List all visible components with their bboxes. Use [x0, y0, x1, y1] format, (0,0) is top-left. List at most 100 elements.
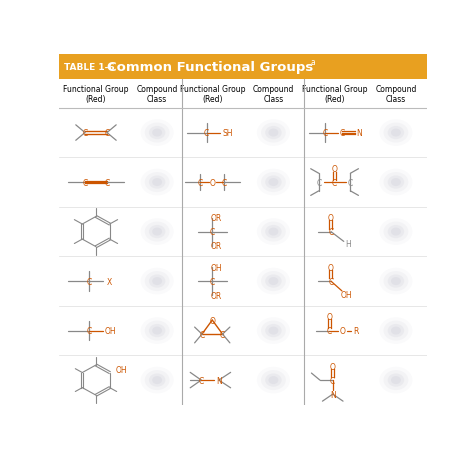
- Ellipse shape: [149, 225, 165, 239]
- Text: OH: OH: [116, 365, 128, 374]
- Ellipse shape: [265, 374, 282, 387]
- Ellipse shape: [257, 318, 290, 344]
- Ellipse shape: [261, 172, 286, 192]
- Ellipse shape: [265, 126, 282, 140]
- Text: C: C: [220, 330, 225, 339]
- Text: Functional Group
(Red): Functional Group (Red): [63, 85, 129, 104]
- Ellipse shape: [388, 176, 404, 189]
- Text: C: C: [200, 330, 205, 339]
- Text: O: O: [210, 178, 215, 187]
- Ellipse shape: [257, 367, 290, 394]
- Ellipse shape: [388, 126, 404, 140]
- Ellipse shape: [391, 129, 401, 137]
- Ellipse shape: [141, 120, 173, 147]
- Text: O: O: [340, 326, 346, 335]
- Ellipse shape: [145, 272, 170, 292]
- Text: C: C: [87, 277, 92, 286]
- Ellipse shape: [145, 172, 170, 192]
- Ellipse shape: [149, 374, 165, 387]
- Ellipse shape: [141, 219, 173, 245]
- Text: OH: OH: [211, 263, 222, 272]
- Ellipse shape: [388, 324, 404, 338]
- Ellipse shape: [379, 120, 412, 147]
- Text: C: C: [330, 376, 336, 385]
- Ellipse shape: [268, 376, 278, 384]
- Text: C: C: [222, 178, 227, 187]
- FancyBboxPatch shape: [59, 55, 427, 80]
- Ellipse shape: [141, 367, 173, 394]
- Ellipse shape: [379, 219, 412, 245]
- Ellipse shape: [152, 228, 162, 236]
- Text: O: O: [328, 263, 334, 272]
- Ellipse shape: [149, 126, 165, 140]
- Ellipse shape: [391, 278, 401, 285]
- Ellipse shape: [265, 225, 282, 239]
- Text: TABLE 1-6: TABLE 1-6: [64, 63, 114, 72]
- Ellipse shape: [261, 123, 286, 143]
- Text: C: C: [332, 178, 337, 187]
- Ellipse shape: [261, 222, 286, 242]
- Ellipse shape: [383, 222, 408, 242]
- Ellipse shape: [145, 222, 170, 242]
- Ellipse shape: [379, 367, 412, 394]
- Text: O: O: [332, 165, 337, 174]
- Text: Compound
Class: Compound Class: [375, 85, 417, 104]
- Text: Compound
Class: Compound Class: [137, 85, 178, 104]
- Ellipse shape: [391, 327, 401, 335]
- Ellipse shape: [261, 321, 286, 341]
- Ellipse shape: [257, 120, 290, 147]
- Text: N: N: [356, 129, 363, 138]
- Ellipse shape: [268, 129, 278, 137]
- Ellipse shape: [257, 169, 290, 196]
- Text: C: C: [339, 129, 345, 138]
- Text: H: H: [345, 239, 351, 248]
- Text: C: C: [199, 376, 204, 385]
- Text: X: X: [107, 277, 112, 286]
- Ellipse shape: [268, 278, 278, 285]
- Ellipse shape: [141, 318, 173, 344]
- Ellipse shape: [152, 129, 162, 137]
- Text: Functional Group
(Red): Functional Group (Red): [302, 85, 367, 104]
- Ellipse shape: [149, 176, 165, 189]
- Ellipse shape: [383, 321, 408, 341]
- Ellipse shape: [145, 321, 170, 341]
- Text: R: R: [353, 326, 358, 335]
- Ellipse shape: [257, 219, 290, 245]
- Ellipse shape: [141, 268, 173, 295]
- Ellipse shape: [388, 225, 404, 239]
- Text: Compound
Class: Compound Class: [253, 85, 294, 104]
- Ellipse shape: [265, 275, 282, 288]
- Ellipse shape: [379, 268, 412, 295]
- Text: SH: SH: [222, 129, 233, 138]
- Ellipse shape: [383, 172, 408, 192]
- Ellipse shape: [383, 123, 408, 143]
- Text: O: O: [326, 312, 332, 321]
- Ellipse shape: [379, 169, 412, 196]
- Text: C: C: [316, 178, 321, 187]
- Text: C: C: [210, 277, 215, 286]
- Ellipse shape: [391, 179, 401, 187]
- Text: C: C: [210, 228, 215, 237]
- Ellipse shape: [141, 169, 173, 196]
- Ellipse shape: [145, 370, 170, 390]
- Ellipse shape: [152, 327, 162, 335]
- Text: C: C: [198, 178, 203, 187]
- Ellipse shape: [388, 374, 404, 387]
- Text: OH: OH: [340, 290, 352, 299]
- Text: C: C: [104, 178, 109, 187]
- Ellipse shape: [265, 324, 282, 338]
- Ellipse shape: [149, 275, 165, 288]
- Text: C: C: [104, 129, 109, 138]
- Ellipse shape: [391, 376, 401, 384]
- Ellipse shape: [261, 272, 286, 292]
- Ellipse shape: [145, 123, 170, 143]
- Text: OR: OR: [211, 213, 222, 222]
- Ellipse shape: [383, 272, 408, 292]
- Text: C: C: [328, 277, 334, 286]
- Text: C: C: [323, 129, 328, 138]
- Text: OR: OR: [211, 242, 222, 251]
- Ellipse shape: [265, 176, 282, 189]
- Ellipse shape: [261, 370, 286, 390]
- Text: Functional Group
(Red): Functional Group (Red): [180, 85, 245, 104]
- Text: C: C: [327, 326, 332, 335]
